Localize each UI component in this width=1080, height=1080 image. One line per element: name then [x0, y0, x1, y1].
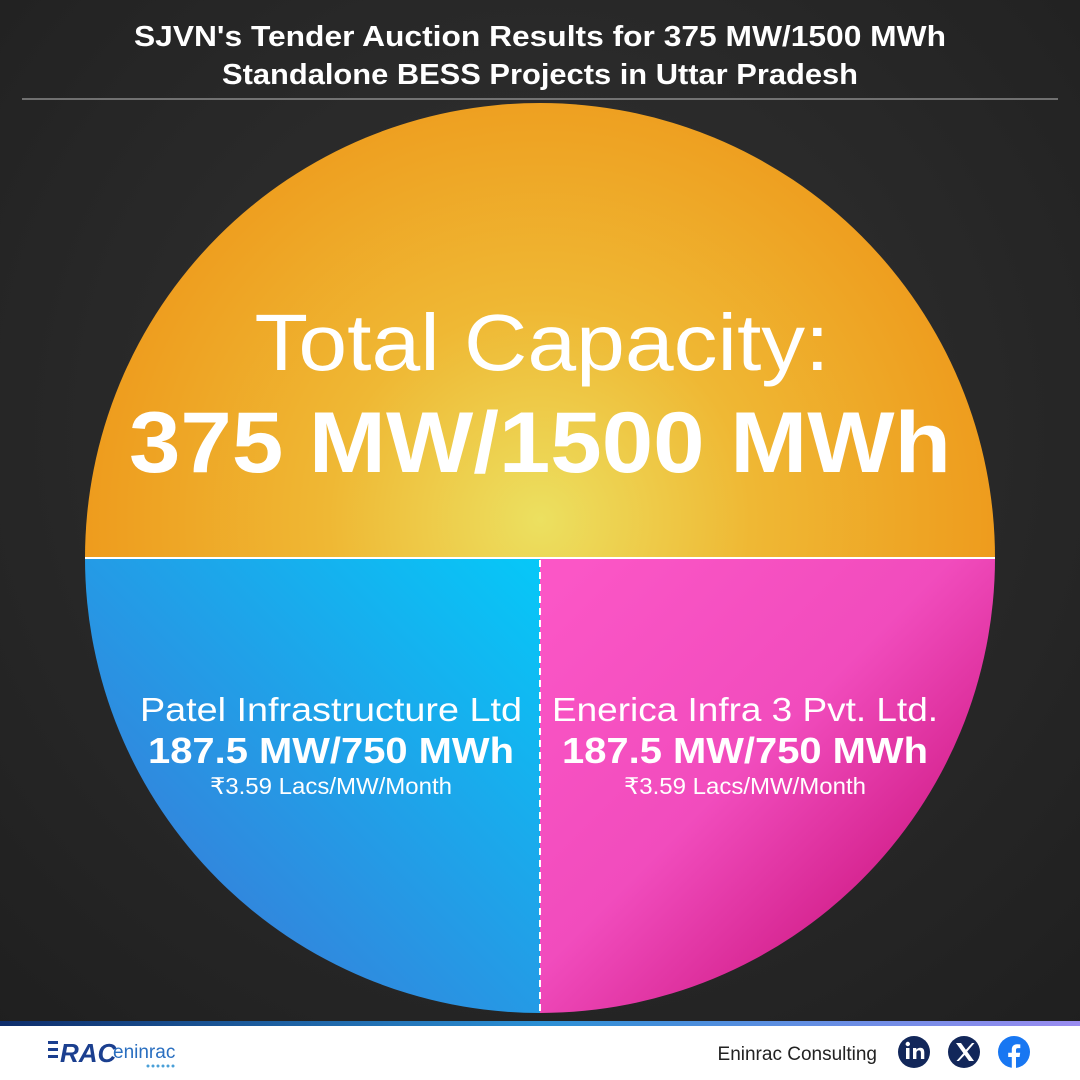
logo-text: eninrac	[113, 1042, 175, 1063]
segment	[540, 558, 995, 1013]
logo-text: RAC	[60, 1038, 118, 1068]
summary-label: Total Capacity:	[255, 298, 830, 387]
segment-tariff: ₹3.59 Lacs/MW/Month	[210, 773, 452, 799]
logo-mark	[48, 1055, 58, 1058]
segment-tariff: ₹3.59 Lacs/MW/Month	[624, 773, 866, 799]
facebook-icon[interactable]	[998, 1036, 1030, 1069]
title: Standalone BESS Projects in Uttar Prades…	[222, 59, 858, 91]
logo-mark	[48, 1048, 58, 1051]
segment-capacity: 187.5 MW/750 MWh	[562, 730, 928, 771]
footer-stripe	[0, 1021, 1080, 1026]
linkedin-icon[interactable]	[898, 1036, 930, 1068]
segment	[85, 558, 540, 1013]
x-icon[interactable]	[948, 1036, 980, 1068]
segment-name: Enerica Infra 3 Pvt. Ltd.	[552, 691, 938, 728]
summary-segment	[85, 103, 995, 558]
summary-value: 375 MW/1500 MWh	[129, 395, 951, 491]
segment-capacity: 187.5 MW/750 MWh	[148, 730, 514, 771]
brand: Eninrac Consulting	[718, 1044, 877, 1065]
title: SJVN's Tender Auction Results for 375 MW…	[134, 21, 946, 53]
logo: RAC eninrac	[48, 1038, 175, 1068]
segment-name: Patel Infrastructure Ltd	[140, 691, 522, 728]
logo-mark	[48, 1041, 58, 1044]
logo-dots	[146, 1064, 175, 1068]
